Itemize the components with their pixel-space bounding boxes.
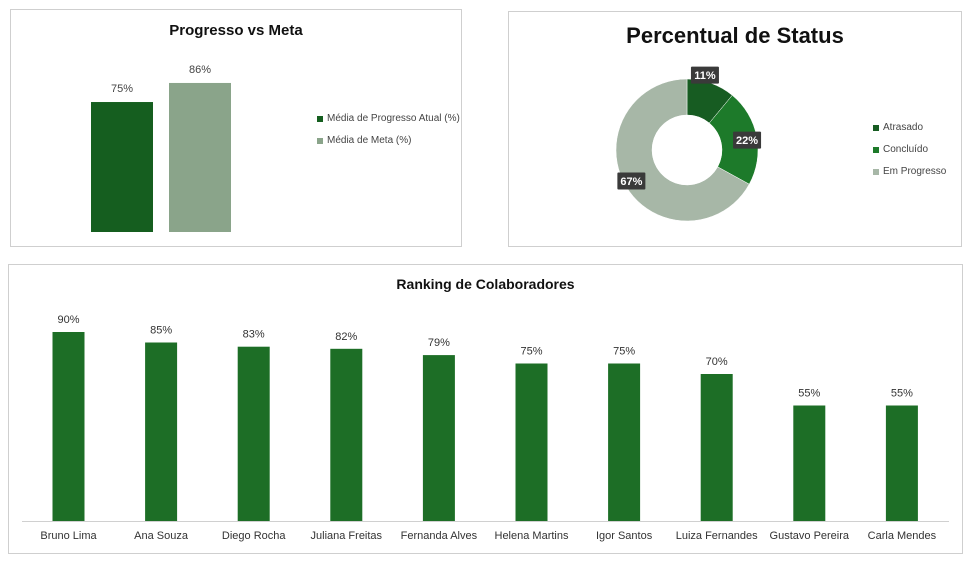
ranking-category-label: Diego Rocha [222, 530, 286, 542]
donut-slice-label: 67% [620, 176, 642, 188]
legend-label: Média de Progresso Atual (%) [327, 113, 460, 124]
donut-slice [615, 78, 750, 222]
ranking-bar-label: 75% [520, 346, 542, 358]
ranking-bar [330, 348, 363, 521]
ranking-bar-label: 79% [428, 337, 450, 349]
donut-label-box [690, 66, 719, 84]
progress-bar [169, 82, 231, 232]
legend-item-done: Concluído [873, 143, 963, 157]
progress-chart-title: Progresso vs Meta [169, 22, 303, 39]
donut-slice-label: 11% [694, 70, 716, 82]
ranking-category-label: Igor Santos [596, 530, 653, 542]
status-chart-legend: Atrasado Concluído Em Progresso [873, 121, 963, 187]
progress-bar-label: 86% [189, 64, 211, 76]
legend-label: Atrasado [883, 122, 924, 133]
ranking-bar-label: 75% [613, 346, 635, 358]
ranking-category-label: Helena Martins [495, 530, 569, 542]
ranking-bar-label: 55% [798, 388, 820, 400]
progress-chart-legend: Média de Progresso Atual (%) Média de Me… [317, 112, 462, 156]
donut-label-box [733, 131, 762, 149]
ranking-bar [145, 342, 178, 521]
ranking-bar-label: 90% [57, 314, 79, 326]
ranking-bar-label: 55% [891, 388, 913, 400]
legend-swatch [873, 169, 879, 175]
progress-bar-chart: 75% 86% [91, 64, 231, 233]
ranking-bar [422, 355, 455, 521]
progress-bar-label: 75% [111, 83, 133, 95]
progress-bar [91, 102, 153, 233]
ranking-bar-chart: 90% Bruno Lima 85% Ana Souza 83% Diego Rocha 8… [22, 314, 949, 542]
donut-slice-label: 22% [736, 135, 758, 147]
ranking-bar-label: 85% [150, 325, 172, 337]
ranking-bar [608, 363, 641, 521]
legend-label: Concluído [883, 144, 929, 155]
ranking-bar [237, 346, 270, 521]
legend-item-goal: Média de Meta (%) [317, 134, 462, 148]
ranking-bar [52, 332, 85, 521]
progress-vs-goal-panel: Progresso vs Meta 75% 86% Média de Progre… [10, 9, 462, 247]
ranking-category-label: Carla Mendes [868, 530, 937, 542]
legend-label: Média de Meta (%) [327, 135, 412, 146]
ranking-bar [793, 405, 826, 521]
ranking-bar [885, 405, 918, 521]
donut-label-box [617, 172, 646, 190]
ranking-category-label: Bruno Lima [40, 530, 97, 542]
legend-swatch [317, 116, 323, 122]
employee-ranking-panel: Ranking de Colaboradores 90% Bruno Lima 85… [8, 264, 963, 554]
ranking-bar-label: 70% [706, 356, 728, 368]
ranking-category-label: Ana Souza [134, 530, 189, 542]
legend-swatch [873, 125, 879, 131]
ranking-chart-title: Ranking de Colaboradores [396, 276, 575, 292]
legend-swatch [873, 147, 879, 153]
ranking-category-label: Luiza Fernandes [676, 530, 758, 542]
legend-swatch [317, 138, 323, 144]
ranking-category-label: Juliana Freitas [311, 530, 383, 542]
ranking-category-label: Fernanda Alves [401, 530, 478, 542]
legend-label: Em Progresso [883, 166, 947, 177]
legend-item-current-progress: Média de Progresso Atual (%) [317, 112, 462, 126]
ranking-bar-label: 83% [243, 329, 265, 341]
legend-item-late: Atrasado [873, 121, 963, 135]
status-percentage-panel: Percentual de Status 11% 22% 67% Atrasado … [508, 11, 962, 247]
ranking-bar-label: 82% [335, 331, 357, 343]
legend-item-in-progress: Em Progresso [873, 165, 963, 179]
ranking-bar [515, 363, 548, 521]
ranking-category-label: Gustavo Pereira [770, 530, 850, 542]
status-donut-chart: 11% 22% 67% [615, 66, 762, 222]
status-chart-title: Percentual de Status [626, 23, 844, 48]
ranking-bar [700, 374, 733, 521]
